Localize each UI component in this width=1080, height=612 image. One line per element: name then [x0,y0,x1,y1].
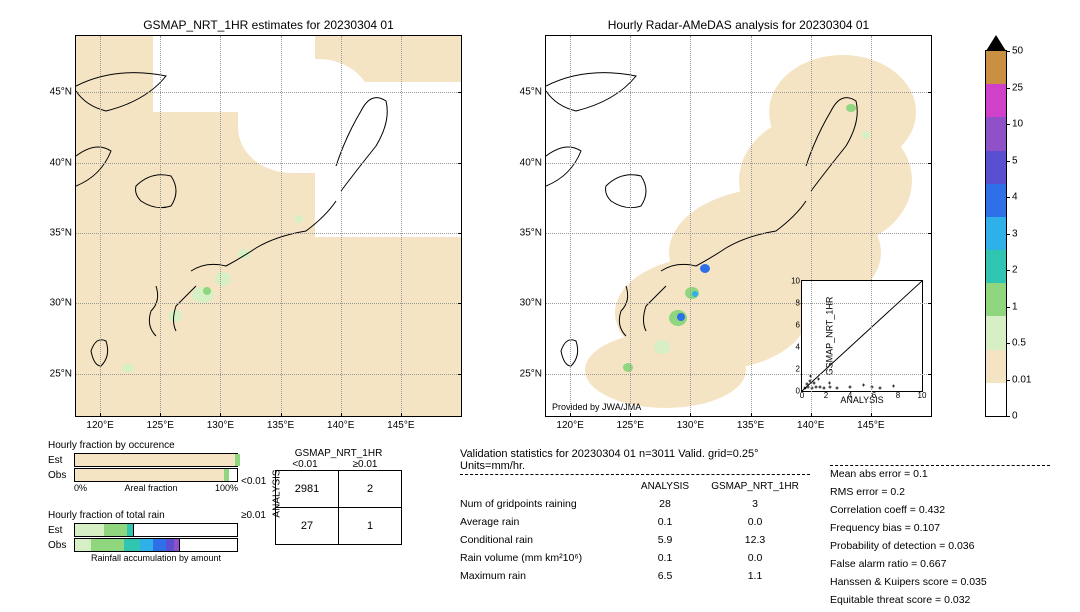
y-tick: 35°N [520,228,546,239]
stats-metric: Probability of detection = 0.036 [830,540,1050,558]
provided-by: Provided by JWA/JMA [552,402,641,412]
ct-col-title: GSMAP_NRT_1HR [275,448,402,459]
ct-cell-00: 2981 [276,471,339,508]
ct-col-1: ≥0.01 [335,459,395,470]
stats-row: Rain volume (mm km²10⁶)0.10.0 [460,549,810,567]
stats-metric: Hanssen & Kuipers score = 0.035 [830,576,1050,594]
occurrence-row: Obs [48,468,238,482]
ct-row-1: ≥0.01 [241,510,266,521]
x-tick: 135°E [737,416,764,431]
inset-ylabel: GSMAP_NRT_1HR [824,297,834,376]
ct-cell-11: 1 [339,508,402,545]
y-tick: 40°N [520,157,546,168]
ct-cell-10: 27 [276,508,339,545]
x-tick: 145°E [857,416,884,431]
scatter-inset: ANALYSIS GSMAP_NRT_1HR 00224466881010 [801,280,923,392]
stats-metric: Mean abs error = 0.1 [830,468,1050,486]
stats-row: Average rain0.10.0 [460,513,810,531]
map-left-title: GSMAP_NRT_1HR estimates for 20230304 01 [76,18,461,32]
stats-metric: RMS error = 0.2 [830,486,1050,504]
totalrain-footer: Rainfall accumulation by amount [91,553,221,563]
y-tick: 25°N [50,368,76,379]
occurrence-row: Est [48,453,238,467]
inset-xlabel: ANALYSIS [802,395,922,405]
stats-row: Num of gridpoints raining283 [460,495,810,513]
y-tick: 45°N [50,87,76,98]
y-tick: 45°N [520,87,546,98]
x-tick: 140°E [797,416,824,431]
x-tick: 130°E [677,416,704,431]
ct-row-0: <0.01 [241,476,266,487]
totalrain-title: Hourly fraction of total rain [48,510,238,521]
stats-metric: Frequency bias = 0.107 [830,522,1050,540]
ct-cell-01: 2 [339,471,402,508]
stats-col1: ANALYSIS [630,481,700,492]
stats-title: Validation statistics for 20230304 01 n=… [460,448,810,472]
x-tick: 130°E [207,416,234,431]
x-tick: 125°E [617,416,644,431]
x-tick: 145°E [387,416,414,431]
stats-metric: Correlation coeff = 0.432 [830,504,1050,522]
stats-panel: Validation statistics for 20230304 01 n=… [460,448,810,585]
occ-axis-1: 100% [215,483,238,493]
stats-col2: GSMAP_NRT_1HR [700,481,810,492]
y-tick: 30°N [50,298,76,309]
y-tick: 30°N [520,298,546,309]
stats-metric: Equitable threat score = 0.032 [830,594,1050,612]
occurrence-title: Hourly fraction by occurence [48,440,238,451]
ct-row-title: ANALYSIS [272,469,283,517]
map-right: Hourly Radar-AMeDAS analysis for 2023030… [545,35,932,417]
occ-axis-0: 0% [74,483,87,493]
x-tick: 120°E [86,416,113,431]
x-tick: 140°E [327,416,354,431]
map-left: GSMAP_NRT_1HR estimates for 20230304 01 … [75,35,462,417]
totalrain-row: Est [48,523,238,537]
stats-row: Conditional rain5.912.3 [460,531,810,549]
y-tick: 40°N [50,157,76,168]
y-tick: 25°N [520,368,546,379]
stats-right: Mean abs error = 0.1RMS error = 0.2Corre… [830,463,1050,486]
map-right-title: Hourly Radar-AMeDAS analysis for 2023030… [546,18,931,32]
stats-metric: False alarm ratio = 0.667 [830,558,1050,576]
y-tick: 35°N [50,228,76,239]
totalrain-bars: Hourly fraction of total rain EstObs Rai… [48,510,238,563]
contingency-table: GSMAP_NRT_1HR <0.01 ≥0.01 2981 2 27 1 AN… [275,448,402,545]
stats-row: Maximum rain6.51.1 [460,567,810,585]
occ-axis-label: Areal fraction [124,483,177,493]
colorbar: 00.010.512345102550 [985,50,1007,417]
ct-col-0: <0.01 [275,459,335,470]
x-tick: 135°E [267,416,294,431]
x-tick: 120°E [556,416,583,431]
occurrence-bars: Hourly fraction by occurence EstObs 0% A… [48,440,238,493]
totalrain-row: Obs [48,538,238,552]
x-tick: 125°E [147,416,174,431]
